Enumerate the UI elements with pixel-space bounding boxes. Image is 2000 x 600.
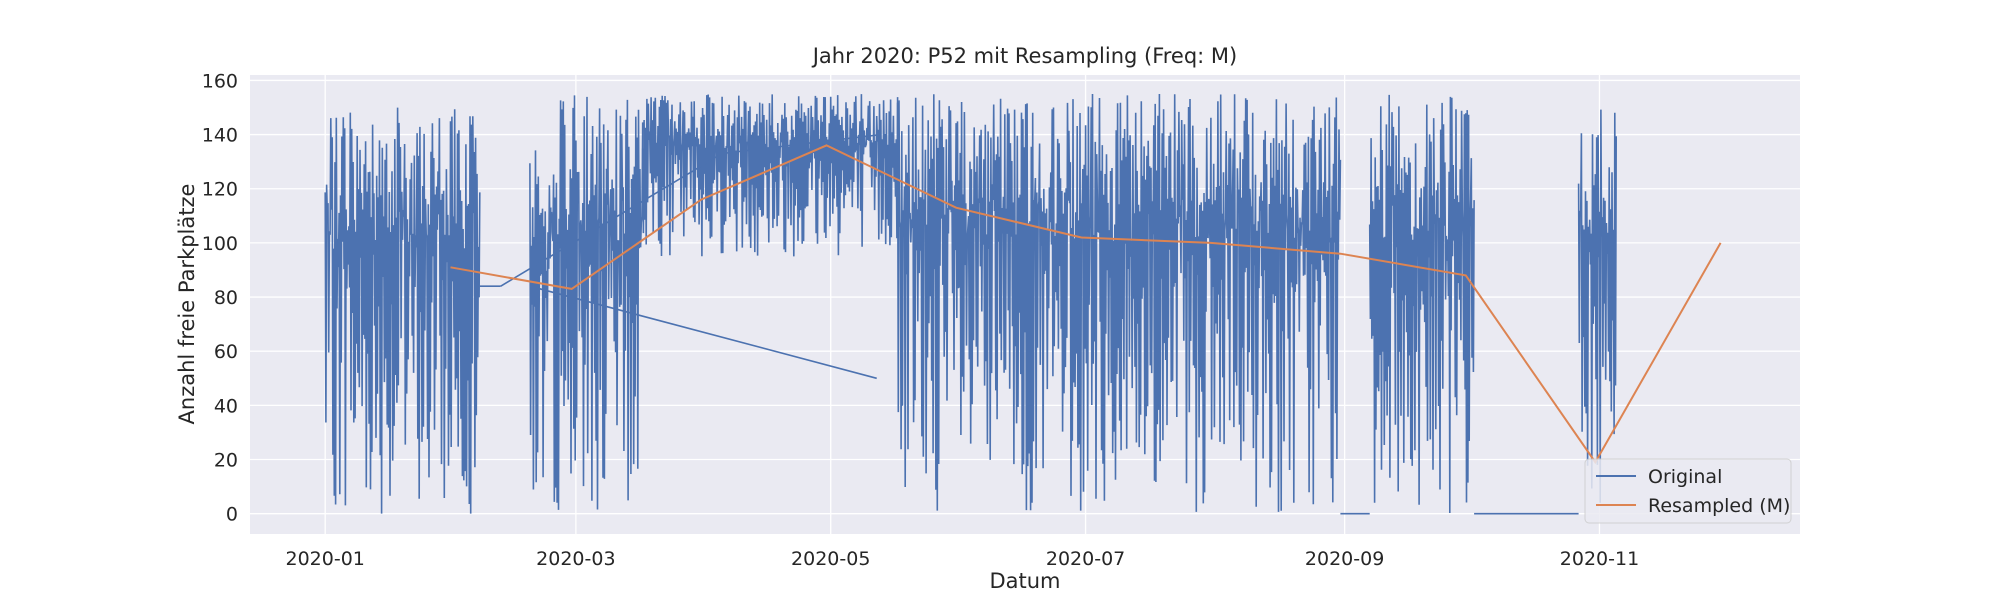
y-tick-label: 0 [226,504,238,526]
original-series-segment [550,95,644,510]
y-tick-label: 160 [202,70,238,92]
original-series-segment [641,94,899,257]
data-layer [324,93,1722,515]
legend-label-original: Original [1648,466,1722,488]
x-tick-label: 2020-09 [1305,548,1384,570]
y-tick-label: 120 [202,179,238,201]
x-tick-label: 2020-01 [286,548,365,570]
legend: Original Resampled (M) [1584,458,1792,524]
chart-title: Jahr 2020: P52 mit Resampling (Freq: M) [811,44,1238,68]
y-tick-label: 140 [202,125,238,147]
original-series-line [529,285,877,380]
y-tick-label: 20 [214,450,238,472]
original-series-segment [324,107,481,514]
x-tick-label: 2020-05 [791,548,870,570]
tick-labels: 0 20 40 60 80 100 120 140 160 2020-01 2020-03 2020-… [202,70,1639,570]
resampled-series-line [450,144,1722,465]
legend-label-resampled: Resampled (M) [1648,495,1790,517]
original-series-segment [1368,94,1475,514]
x-tick-label: 2020-03 [536,548,615,570]
y-tick-label: 40 [214,395,238,417]
legend-box [1584,458,1792,524]
original-series-line [500,133,881,287]
x-tick-label: 2020-11 [1560,548,1639,570]
x-axis-title: Datum [989,569,1060,593]
x-tick-label: 2020-07 [1046,548,1125,570]
original-series-segment [529,150,552,490]
y-axis-title: Anzahl freie Parkplätze [175,184,199,425]
y-tick-label: 60 [214,341,238,363]
y-tick-label: 100 [202,233,238,255]
original-series-segment [896,93,1342,512]
y-tick-label: 80 [214,287,238,309]
